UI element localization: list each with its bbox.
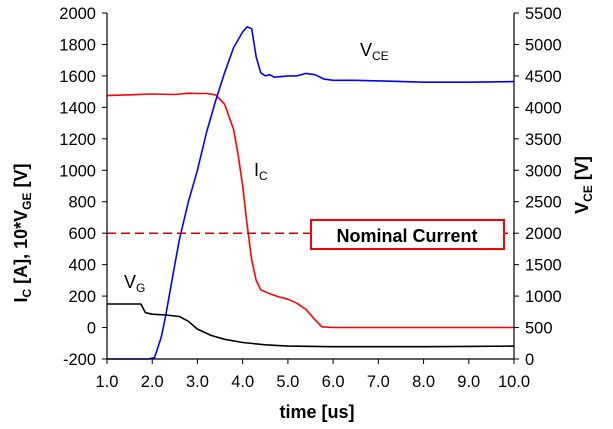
y-left-tick-label: 1200: [59, 131, 96, 149]
x-tick-label: 1.0: [96, 373, 119, 391]
x-tick-label: 9.0: [457, 373, 480, 391]
y-right-tick-label: 0: [525, 351, 534, 369]
x-axis-ticks: 1.0 2.0 3.0 4.0 5.0 6.0 7.0 8.0 9.0 10.0: [96, 359, 530, 391]
y-right-tick-label: 3000: [525, 162, 562, 180]
right-axis-ticks: 0 500 1000 1500 2000 2500 3000 3500 4000 4500 5000…: [514, 5, 562, 369]
y-left-tick-label: 1000: [59, 162, 96, 180]
y-right-tick-label: 500: [525, 320, 553, 338]
x-tick-label: 3.0: [186, 373, 209, 391]
x-tick-label: 5.0: [276, 373, 299, 391]
series-ic-line: [106, 92, 514, 329]
y-left-tick-label: 1600: [59, 68, 96, 86]
nominal-current-box: [310, 219, 505, 250]
y-left-tick-label: 2000: [59, 5, 96, 23]
x-axis-title: time [us]: [279, 402, 354, 422]
y-left-tick-label: 200: [68, 288, 96, 306]
y-right-tick-label: 5500: [525, 5, 562, 23]
y-left-tick-label: 800: [68, 194, 96, 212]
nominal-current-label: Nominal Current: [336, 226, 477, 246]
y-right-tick-label: 3500: [525, 131, 562, 149]
vg-annotation: VG: [124, 272, 145, 295]
series-layer: [106, 25, 515, 360]
series-vg-line: [107, 303, 515, 348]
y-left-tick-label: -200: [63, 351, 96, 369]
x-tick-label: 7.0: [367, 373, 390, 391]
x-tick-label: 2.0: [141, 373, 164, 391]
y-axis-left-title: IC [A], 10*VGE [V]: [11, 163, 34, 302]
y-right-tick-label: 1000: [525, 288, 562, 306]
y-right-tick-label: 4000: [525, 99, 562, 117]
y-left-tick-label: 400: [68, 257, 96, 275]
left-axis-ticks: -200 0 200 400 600 800 1000 1200 1400 1600 1800 200…: [59, 5, 107, 369]
y-right-tick-label: 4500: [525, 68, 562, 86]
x-tick-label: 10.0: [498, 373, 530, 391]
y-left-tick-label: 600: [68, 225, 96, 243]
y-right-tick-label: 2000: [525, 225, 562, 243]
vce-annotation: VCE: [360, 40, 389, 63]
y-axis-right-title: VCE [V]: [572, 156, 595, 214]
y-left-tick-label: 1800: [59, 36, 96, 54]
x-tick-label: 8.0: [412, 373, 435, 391]
ic-annotation: IC: [254, 160, 268, 183]
y-left-tick-label: 1400: [59, 99, 96, 117]
plot-frame: [106, 13, 515, 360]
y-left-tick-label: 0: [87, 320, 96, 338]
y-right-tick-label: 1500: [525, 257, 562, 275]
series-vce-line: [107, 25, 515, 360]
x-tick-label: 4.0: [231, 373, 254, 391]
y-right-tick-label: 2500: [525, 194, 562, 212]
x-tick-label: 6.0: [322, 373, 345, 391]
y-right-tick-label: 5000: [525, 36, 562, 54]
